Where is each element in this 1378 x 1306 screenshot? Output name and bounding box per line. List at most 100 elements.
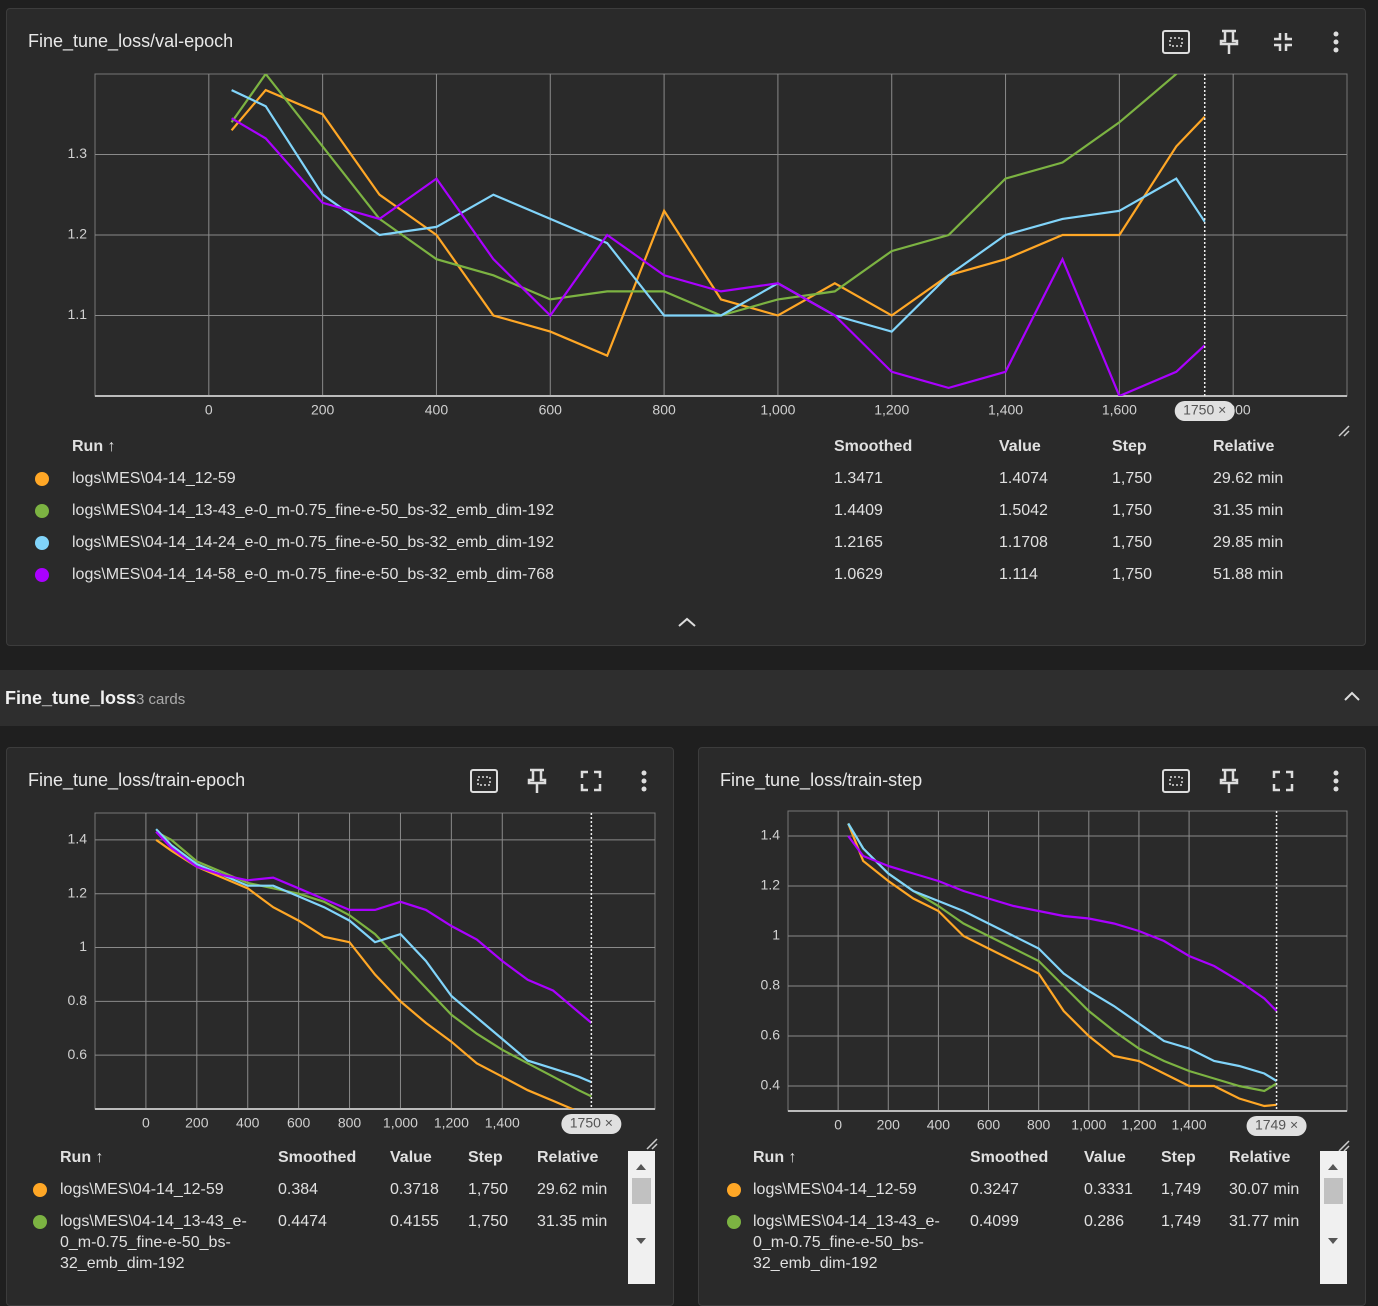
section-header[interactable]: Fine_tune_loss 3 cards — [0, 670, 1378, 726]
run-name: logs\MES\04-14_14-24_e-0_m-0.75_fine-e-5… — [72, 534, 555, 551]
icon-shape — [477, 776, 491, 786]
series-line — [847, 823, 1277, 1108]
chart-card: 02004006008001,0001,2001,4001,6001,8001.… — [6, 8, 1366, 646]
icon-shape — [641, 778, 647, 784]
table-cell: 31.77 min — [1229, 1213, 1300, 1230]
cursor-pill — [1246, 1116, 1307, 1136]
legend-dot — [35, 472, 49, 486]
table-cell: 1.5042 — [999, 502, 1048, 519]
table-cell: 0.4155 — [390, 1213, 439, 1230]
y-tick-label: 1.4 — [761, 827, 781, 843]
icon-shape — [580, 770, 602, 792]
table-header: Value — [390, 1149, 432, 1166]
icon-shape — [1272, 770, 1294, 792]
x-tick-label: 1,200 — [1121, 1117, 1156, 1133]
y-tick-label: 1.3 — [68, 145, 88, 161]
y-tick-label: 1.4 — [68, 831, 88, 847]
icon-shape — [641, 770, 647, 776]
x-tick-label: 0 — [142, 1115, 150, 1131]
table-cell: 0.4474 — [278, 1213, 327, 1230]
x-tick-label: 1,400 — [1172, 1117, 1207, 1133]
run-name: logs\MES\04-14_13-43_e-0_m-0.75_fine-e-5… — [753, 1213, 940, 1272]
icon-shape — [1169, 776, 1183, 786]
cursor-label[interactable]: 1749 × — [1255, 1117, 1298, 1133]
pin-icon[interactable] — [527, 768, 547, 793]
run-name: logs\MES\04-14_12-59 — [753, 1181, 917, 1198]
table-cell: 1.1708 — [999, 534, 1048, 551]
table-header: Relative — [1229, 1149, 1291, 1166]
series-line — [155, 830, 592, 1098]
table-cell: 29.62 min — [1213, 470, 1284, 487]
x-tick-label: 1,600 — [1102, 402, 1137, 418]
run-name: logs\MES\04-14_13-43_e-0_m-0.75_fine-e-5… — [72, 502, 555, 519]
chart: 0 200 400 600 800 1,000 1,200 1,400 0.6 0.8 1 1.2 1.… — [68, 768, 658, 1284]
icon-shape — [1333, 39, 1339, 45]
x-tick-label: 1,400 — [485, 1115, 520, 1131]
y-tick-label: 0.8 — [761, 977, 781, 993]
fit-icon[interactable] — [1162, 769, 1190, 793]
scrollbar[interactable] — [628, 1151, 655, 1284]
icon-shape — [1162, 769, 1190, 793]
collapse-icon[interactable] — [678, 617, 696, 627]
x-tick-label: 1,200 — [434, 1115, 469, 1131]
legend-dot — [727, 1215, 741, 1229]
fit-icon[interactable] — [1162, 30, 1190, 54]
table-header: Run ↑ — [753, 1149, 797, 1166]
more-icon[interactable] — [641, 770, 647, 792]
table-cell: 1.4409 — [834, 502, 883, 519]
section-title: Fine_tune_loss — [5, 688, 137, 708]
icon-shape — [1219, 29, 1239, 54]
table-header: Step — [468, 1149, 503, 1166]
cursor-label[interactable]: 1750 × — [570, 1115, 613, 1131]
scrollbar[interactable] — [1320, 1151, 1347, 1284]
collapse-icon[interactable] — [1340, 684, 1364, 708]
icon-shape — [641, 786, 647, 792]
scroll-thumb — [1324, 1178, 1343, 1204]
y-tick-label: 0.6 — [68, 1046, 88, 1062]
x-tick-label: 1,200 — [874, 402, 909, 418]
x-tick-label: 1,400 — [988, 402, 1023, 418]
table-cell: 1,750 — [1112, 470, 1153, 487]
more-icon[interactable] — [1333, 770, 1339, 792]
cursor-label[interactable]: 1750 × — [1183, 402, 1226, 418]
y-tick-label: 1.2 — [761, 877, 781, 893]
table-cell: 1.0629 — [834, 566, 883, 583]
y-tick-label: 0.4 — [761, 1077, 781, 1093]
fit-icon[interactable] — [470, 769, 498, 793]
table-cell: 1,750 — [1112, 534, 1153, 551]
table-header: Relative — [537, 1149, 599, 1166]
series-line — [230, 88, 1206, 358]
x-tick-label: 400 — [236, 1115, 260, 1131]
resize-handle — [1338, 1140, 1350, 1152]
run-name: logs\MES\04-14_13-43_e-0_m-0.75_fine-e-5… — [60, 1213, 247, 1272]
fullscreen-icon[interactable] — [1274, 33, 1292, 51]
table-cell: 1,749 — [1161, 1181, 1202, 1198]
table-cell: 1.2165 — [834, 534, 883, 551]
chart: 0 200 400 600 800 1,000 1,200 1,400 0.4 0.6 0.8 1 1.… — [761, 768, 1350, 1284]
table-cell: 1,749 — [1161, 1213, 1202, 1230]
icon-shape — [470, 769, 498, 793]
pin-icon[interactable] — [1219, 768, 1239, 793]
chart-card: 0 200 400 600 800 1,000 1,200 1,400 0.4 0.6 0.8 1 1.… — [698, 747, 1366, 1306]
table-header: Run ↑ — [72, 438, 116, 455]
more-icon[interactable] — [1333, 31, 1339, 53]
chart-title: Fine_tune_loss/train-step — [720, 770, 923, 790]
fullscreen-icon[interactable] — [580, 770, 602, 792]
table-cell: 1.4074 — [999, 470, 1048, 487]
pin-icon[interactable] — [1219, 29, 1239, 54]
table-header: Smoothed — [278, 1149, 357, 1166]
legend-dot — [35, 504, 49, 518]
table-cell: 1,750 — [468, 1213, 509, 1230]
icon-shape — [1333, 770, 1339, 776]
series-line — [231, 117, 1206, 396]
table-header: Relative — [1213, 438, 1275, 455]
plot-frame — [94, 812, 656, 1110]
fullscreen-icon[interactable] — [1272, 770, 1294, 792]
table-cell: 1,750 — [1112, 566, 1153, 583]
x-tick-label: 200 — [311, 402, 335, 418]
icon-shape — [1333, 786, 1339, 792]
icon-shape — [1333, 778, 1339, 784]
x-tick-label: 1,000 — [383, 1115, 418, 1131]
icon-shape — [527, 768, 547, 793]
